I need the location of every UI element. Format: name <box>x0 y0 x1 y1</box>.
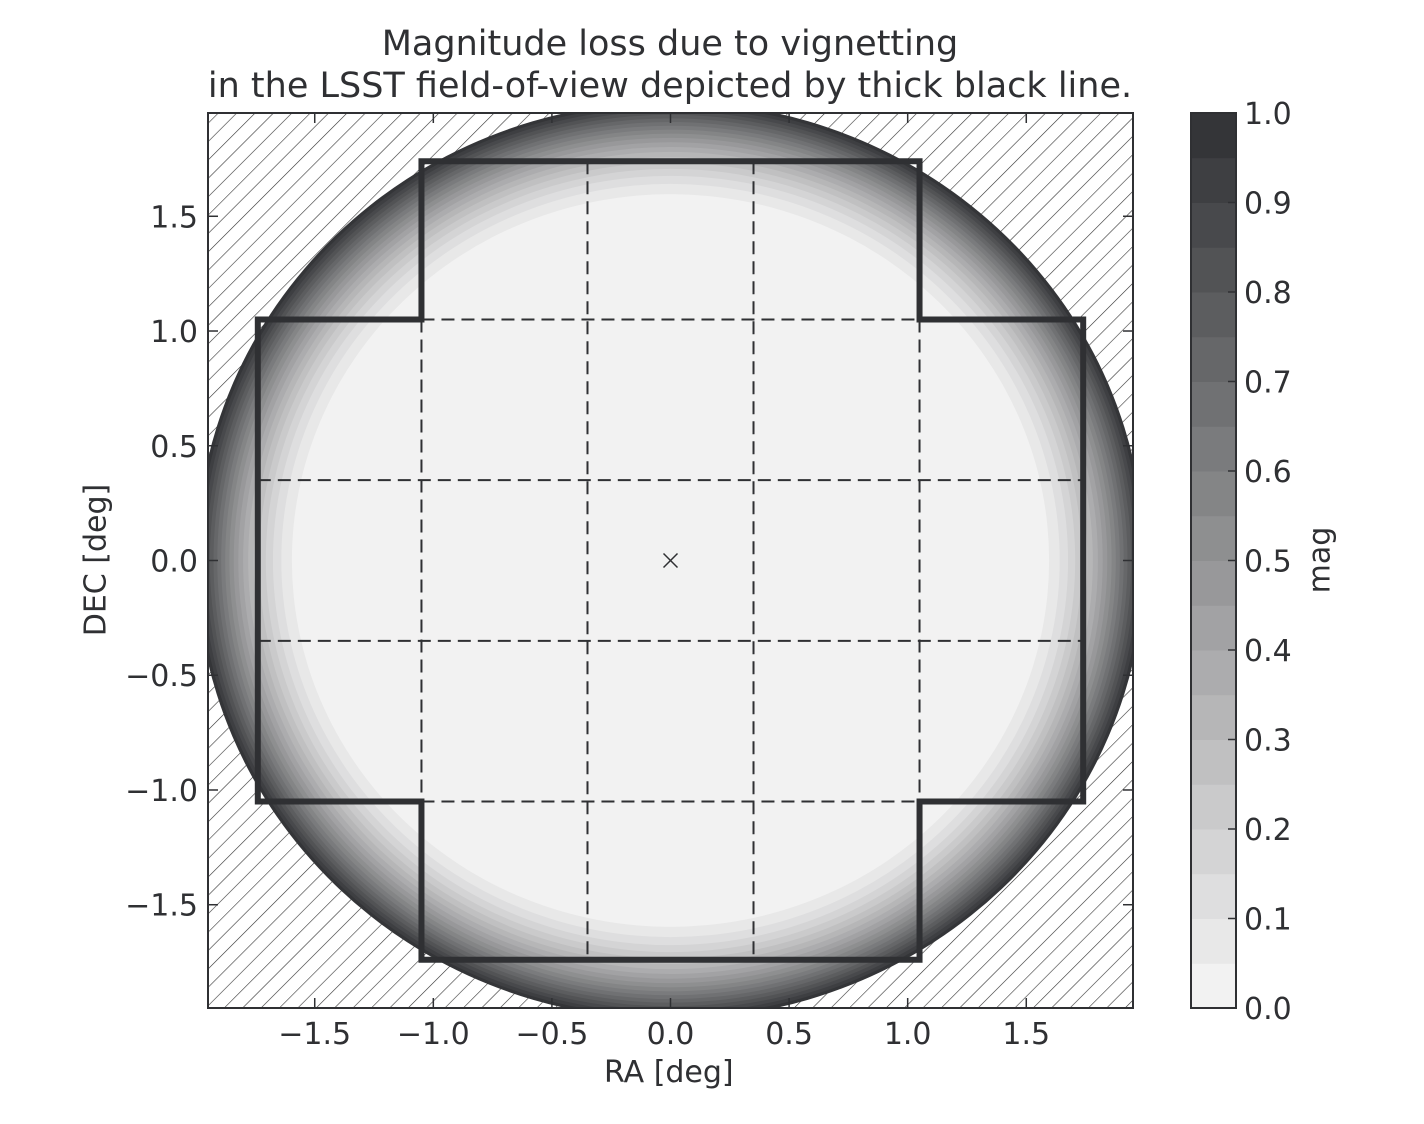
colorbar-band-2 <box>1191 873 1236 919</box>
chart-title-line-1: Magnitude loss due to vignetting <box>381 24 959 64</box>
colorbar-band-0 <box>1191 963 1236 1009</box>
center-marker-stroke-b <box>662 552 679 569</box>
y-tick-label: −1.0 <box>125 774 198 809</box>
colorbar-band-9 <box>1191 560 1236 606</box>
colorbar-tick-label: 0.1 <box>1244 903 1292 938</box>
y-tick-label: 0.0 <box>150 545 198 580</box>
x-tick-label: −1.5 <box>278 1017 351 1052</box>
chart-title-line-2: in the LSST field-of-view depicted by th… <box>207 66 1133 106</box>
x-tick-label: −0.5 <box>515 1017 588 1052</box>
x-tick-label: 1.0 <box>884 1017 932 1052</box>
colorbar-band-1 <box>1191 918 1236 964</box>
colorbar-band-11 <box>1191 471 1236 517</box>
colorbar-band-18 <box>1191 157 1236 203</box>
colorbar-tick-label: 0.7 <box>1244 366 1292 401</box>
colorbar-label: mag <box>1302 526 1338 594</box>
field-outline-layer <box>254 158 1087 963</box>
colorbar-band-19 <box>1191 113 1236 159</box>
colorbar-tick-label: 1.0 <box>1244 97 1292 132</box>
colorbar-band-16 <box>1191 247 1236 293</box>
x-tick-label: 0.5 <box>765 1017 813 1052</box>
axis-ticks: −1.5 −1.0 −0.5 0.0 0.5 1.0 1.5 −1.5 −1.0 −0.5 0.0 0… <box>125 113 1133 1052</box>
colorbar-band-8 <box>1191 605 1236 651</box>
y-tick-label: 1.5 <box>150 200 198 235</box>
colorbar-band-6 <box>1191 694 1236 740</box>
y-axis-label: DEC [deg] <box>78 483 114 637</box>
colorbar-band-3 <box>1191 829 1236 875</box>
colorbar-band-4 <box>1191 784 1236 830</box>
y-tick-label: −0.5 <box>125 659 198 694</box>
y-tick-label: 1.0 <box>150 315 198 350</box>
colorbar-tick-label: 0.2 <box>1244 813 1292 848</box>
center-marker-layer <box>662 552 679 569</box>
colorbar-tick-label: 0.5 <box>1244 545 1292 580</box>
colorbar-band-13 <box>1191 381 1236 427</box>
colorbar-band-10 <box>1191 515 1236 561</box>
colorbar-band-7 <box>1191 650 1236 696</box>
raft-grid <box>257 161 1084 960</box>
colorbar-tick-label: 0.0 <box>1244 992 1292 1027</box>
x-axis-label: RA [deg] <box>604 1055 734 1090</box>
colorbar: 0.0 0.1 0.2 0.3 0.4 0.5 0.6 0.7 0.8 0.9 1.0 <box>1190 97 1292 1027</box>
y-tick-label: −1.5 <box>125 889 198 924</box>
colorbar-tick-label: 0.6 <box>1244 455 1292 490</box>
field-of-view-outline <box>254 158 1087 963</box>
colorbar-band-17 <box>1191 202 1236 248</box>
colorbar-tick-label: 0.4 <box>1244 634 1292 669</box>
x-tick-label: 1.5 <box>1002 1017 1050 1052</box>
x-tick-label: 0.0 <box>647 1017 695 1052</box>
colorbar-band-15 <box>1191 292 1236 338</box>
colorbar-tick-label: 0.9 <box>1244 187 1292 222</box>
y-tick-label: 0.5 <box>150 430 198 465</box>
colorbar-band-14 <box>1191 336 1236 382</box>
colorbar-band-5 <box>1191 739 1236 785</box>
colorbar-tick-label: 0.8 <box>1244 276 1292 311</box>
colorbar-tick-label: 0.3 <box>1244 724 1292 759</box>
x-tick-label: −1.0 <box>397 1017 470 1052</box>
colorbar-band-12 <box>1191 426 1236 472</box>
center-marker <box>662 552 679 569</box>
